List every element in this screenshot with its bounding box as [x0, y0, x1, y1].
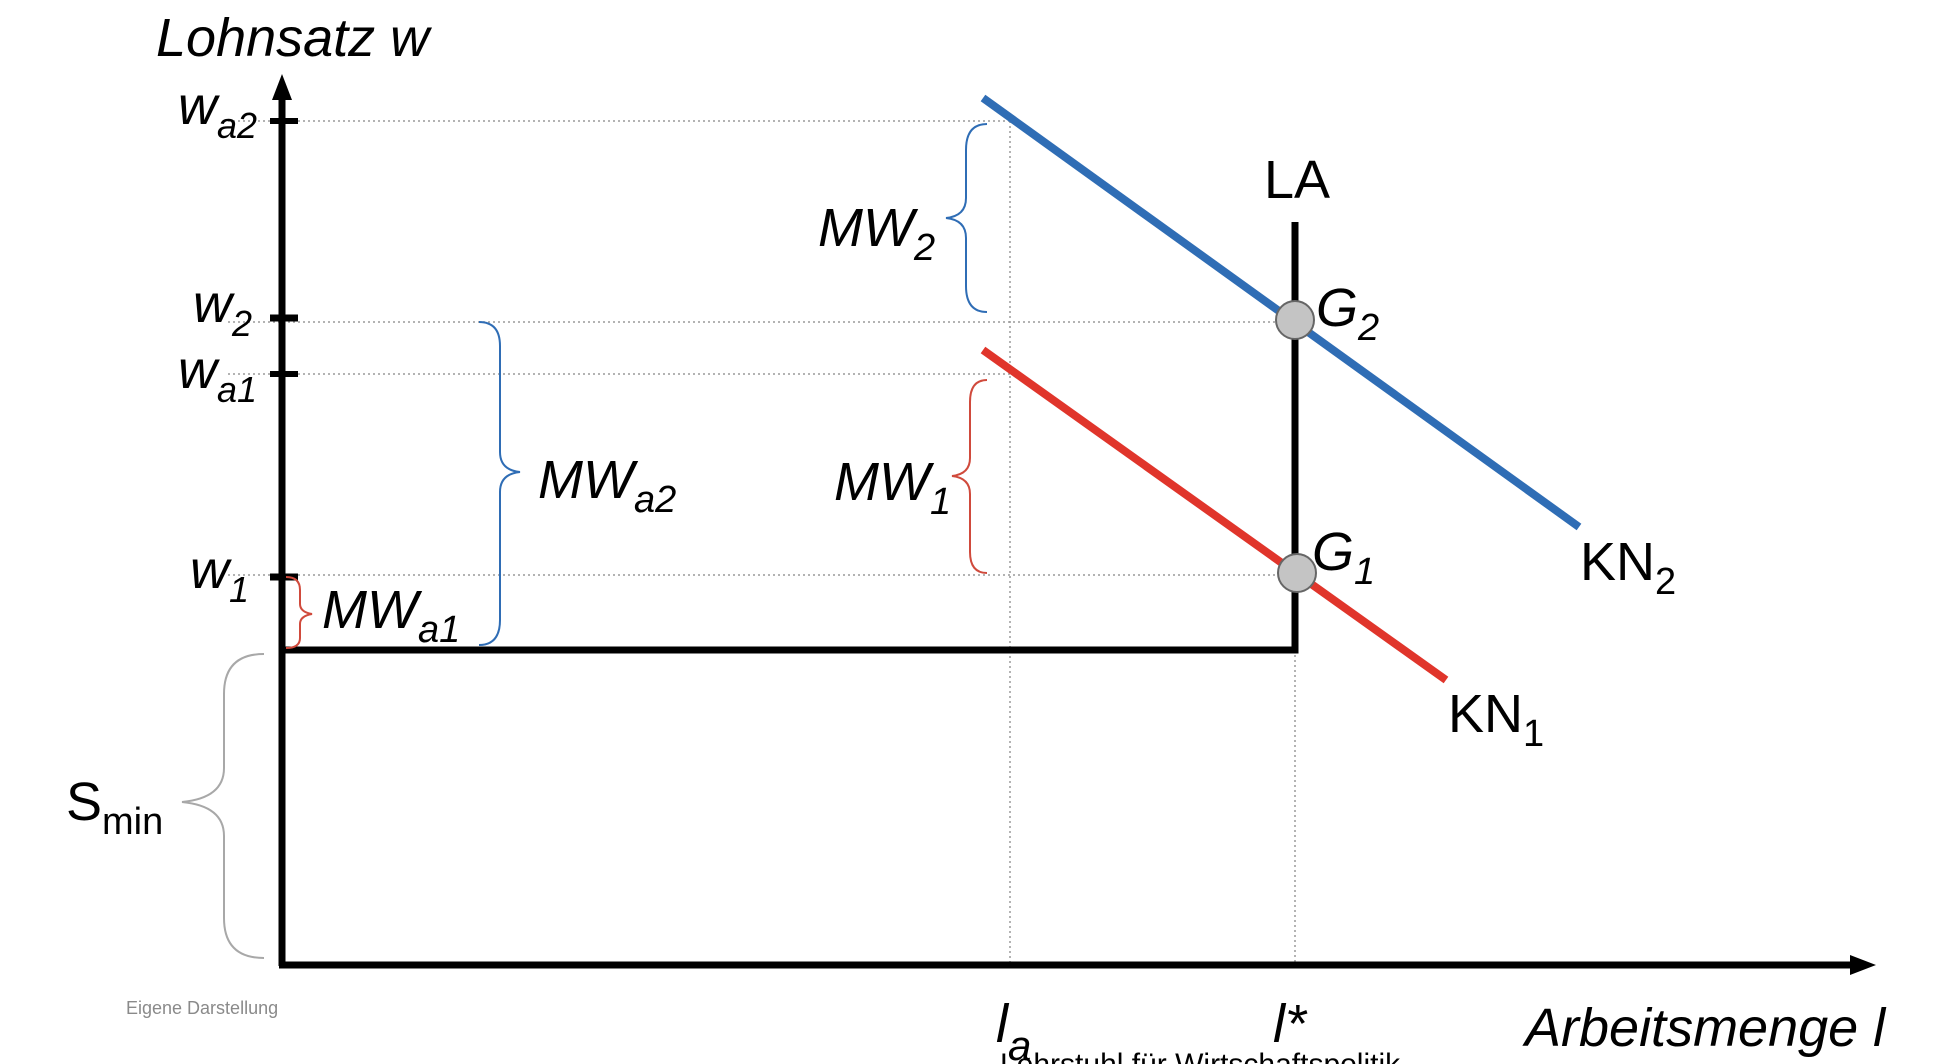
labour-supply-la: [282, 222, 1299, 654]
label-smin: Smin: [66, 772, 163, 843]
label-mwa2: MWa2: [538, 450, 676, 521]
equilibrium-point-g1: [1277, 553, 1317, 593]
label-mw1: MW1: [834, 452, 951, 523]
x-axis-arrow: [1850, 955, 1876, 975]
y-axis-arrow: [272, 74, 292, 100]
label-mwa1: MWa1: [322, 580, 460, 651]
brace-mwa1: [285, 576, 313, 649]
demand-curve-kn1: [980, 346, 1449, 684]
label-g2: G2: [1316, 278, 1379, 349]
x-axis-label: Arbeitsmenge l: [1522, 998, 1887, 1058]
label-lstar: l*: [1273, 994, 1308, 1054]
brace-smin: [181, 653, 265, 959]
label-wa2: wa2: [178, 76, 257, 146]
brace-mw2: [945, 123, 988, 313]
label-kn1: KN1: [1448, 684, 1544, 755]
equilibrium-point-g2: [1275, 300, 1315, 340]
braces: [181, 123, 988, 959]
y-axis-label: Lohnsatz w: [156, 8, 432, 68]
guide-lines: [228, 120, 1296, 965]
label-la-curve: LA: [1264, 150, 1330, 210]
label-wa1: wa1: [178, 340, 257, 410]
label-w1: w1: [190, 540, 249, 610]
brace-mw1: [951, 379, 988, 574]
label-mw2: MW2: [818, 198, 935, 269]
label-w2: w2: [193, 274, 252, 344]
label-la-quantity: la: [996, 994, 1031, 1064]
footer-caption: Lehrstuhl für Wirtschaftspolitik: [1000, 1048, 1401, 1064]
axes: [272, 74, 1876, 975]
source-note: Eigene Darstellung: [126, 998, 278, 1018]
brace-mwa2: [478, 321, 521, 646]
label-kn2: KN2: [1580, 532, 1676, 603]
y-ticks: [270, 118, 298, 581]
label-g1: G1: [1312, 522, 1375, 593]
